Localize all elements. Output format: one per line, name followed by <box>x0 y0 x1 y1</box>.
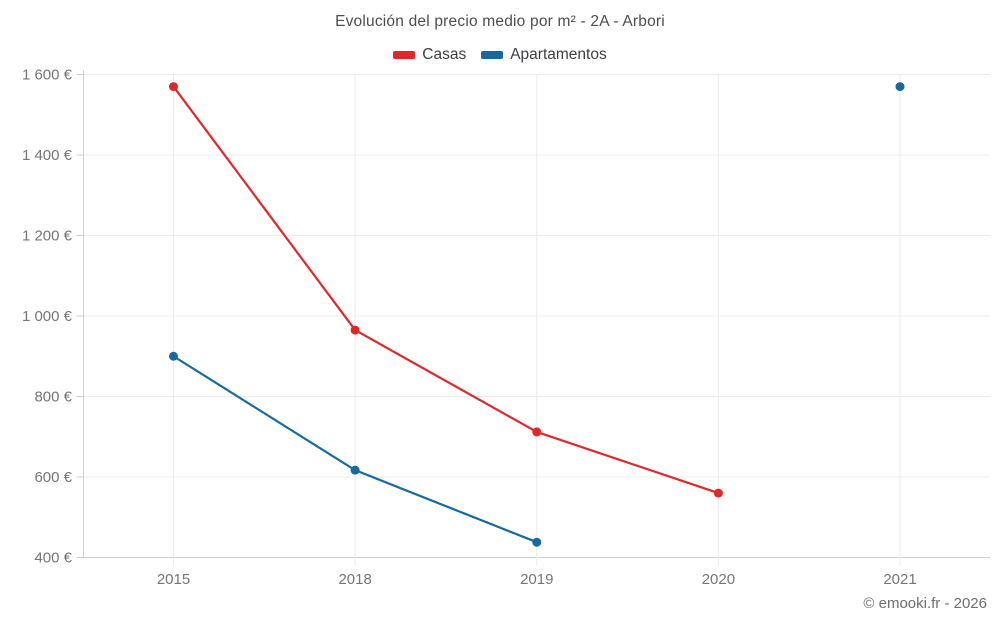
x-axis-tick-label: 2015 <box>157 571 190 588</box>
data-point-casas-2020[interactable] <box>713 488 723 498</box>
x-axis-tick-label: 2018 <box>338 571 371 588</box>
apartamentos-swatch-icon <box>481 51 504 59</box>
series-line-casas <box>172 85 720 495</box>
attribution: © emooki.fr - 2026 <box>863 595 987 612</box>
data-point-apartamentos-2021[interactable] <box>895 82 905 92</box>
y-axis-tick-label: 800 € <box>34 389 72 406</box>
y-axis-tick-label: 1 200 € <box>22 228 73 245</box>
data-point-casas-2015[interactable] <box>169 82 178 92</box>
y-axis-tick-label: 400 € <box>34 550 72 567</box>
data-point-casas-2018[interactable] <box>350 325 360 335</box>
chart-title: Evolución del precio medio por m² - 2A -… <box>335 13 665 30</box>
legend: Casas Apartamentos <box>0 46 1000 64</box>
x-axis-tick-label: 2021 <box>883 571 916 588</box>
legend-item-casas[interactable]: Casas <box>393 46 466 64</box>
y-axis-tick-label: 1 600 € <box>22 67 73 84</box>
data-point-casas-2019[interactable] <box>532 427 542 437</box>
legend-label-apartamentos: Apartamentos <box>510 46 607 63</box>
legend-label-casas: Casas <box>422 46 467 63</box>
y-axis-tick-label: 1 000 € <box>22 308 73 325</box>
data-point-apartamentos-2018[interactable] <box>350 465 360 475</box>
x-axis-tick-label: 2019 <box>520 571 553 588</box>
casas-swatch-icon <box>393 51 416 59</box>
x-axis-tick-label: 2020 <box>702 571 735 588</box>
y-axis-tick-label: 1 400 € <box>22 147 73 164</box>
data-point-apartamentos-2015[interactable] <box>169 351 178 361</box>
data-point-apartamentos-2019[interactable] <box>532 537 542 547</box>
legend-item-apartamentos[interactable]: Apartamentos <box>481 46 607 64</box>
y-axis-tick-label: 600 € <box>34 469 72 486</box>
